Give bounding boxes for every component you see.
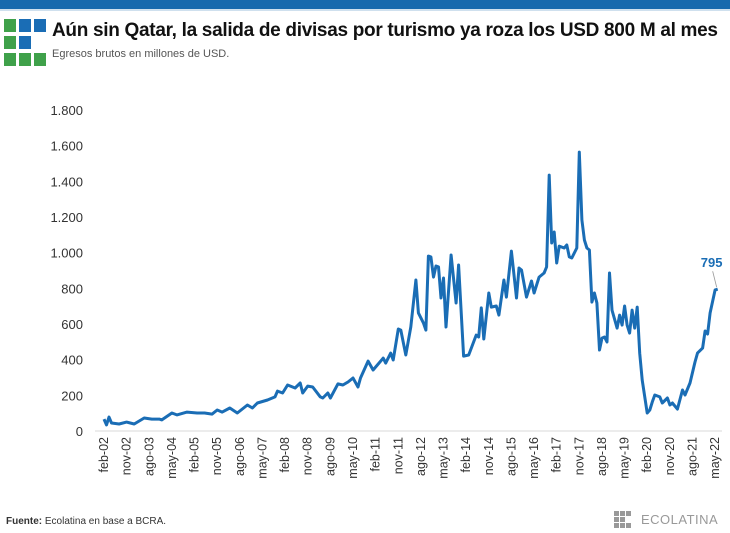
x-tick-label: ago-15: [504, 437, 518, 476]
x-tick-label: feb-17: [550, 437, 564, 472]
x-tick-label: nov-20: [663, 437, 677, 475]
y-tick-label: 1.000: [50, 246, 83, 261]
y-tick-label: 1.200: [50, 210, 83, 225]
chart-title: Aún sin Qatar, la salida de divisas por …: [52, 20, 718, 41]
x-tick-label: may-04: [165, 437, 179, 479]
x-tick-label: feb-02: [97, 437, 111, 472]
y-tick-label: 1.600: [50, 139, 83, 154]
x-tick-label: ago-21: [686, 437, 700, 476]
y-tick-label: 0: [76, 424, 83, 439]
x-tick-label: may-16: [527, 437, 541, 479]
x-tick-label: may-07: [255, 437, 269, 479]
data-label-leader: [712, 271, 718, 288]
x-tick-label: feb-05: [188, 437, 202, 472]
y-tick-label: 1.800: [50, 103, 83, 118]
brand-name: ECOLATINA: [641, 512, 719, 527]
x-tick-label: may-13: [437, 437, 451, 479]
x-tick-label: may-22: [708, 437, 722, 479]
chart-subtitle: Egresos brutos en millones de USD.: [52, 48, 230, 60]
brand-logo: ECOLATINA: [614, 509, 726, 529]
y-tick-label: 800: [61, 281, 83, 296]
x-tick-label: ago-12: [414, 437, 428, 476]
y-tick-label: 600: [61, 317, 83, 332]
x-tick-label: feb-11: [369, 437, 383, 472]
source-label: Fuente:: [6, 516, 43, 527]
y-tick-label: 1.400: [50, 174, 83, 189]
x-tick-label: ago-18: [595, 437, 609, 476]
x-tick-label: nov-11: [391, 437, 405, 474]
x-tick-label: feb-08: [278, 437, 292, 472]
x-tick-label: feb-14: [459, 437, 473, 472]
x-tick-label: nov-05: [210, 437, 224, 475]
x-tick-label: nov-08: [301, 437, 315, 475]
source-note: Fuente: Ecolatina en base a BCRA.: [6, 516, 166, 527]
top-accent-bar: [0, 0, 730, 11]
x-tick-label: ago-09: [323, 437, 337, 476]
x-tick-label: ago-06: [233, 437, 247, 476]
y-tick-label: 400: [61, 353, 83, 368]
source-text: Ecolatina en base a BCRA.: [44, 516, 167, 527]
ecolatina-logo-icon: [4, 19, 48, 67]
x-tick-label: may-10: [346, 437, 360, 479]
x-tick-label: nov-02: [120, 437, 134, 475]
last-value-label: 795: [701, 255, 723, 270]
x-tick-label: ago-03: [142, 437, 156, 476]
series-line: [102, 150, 719, 427]
x-tick-label: feb-20: [640, 437, 654, 472]
x-tick-label: nov-17: [572, 437, 586, 475]
x-tick-label: may-19: [618, 437, 632, 479]
x-tick-label: nov-14: [482, 437, 496, 475]
y-tick-label: 200: [61, 388, 83, 403]
